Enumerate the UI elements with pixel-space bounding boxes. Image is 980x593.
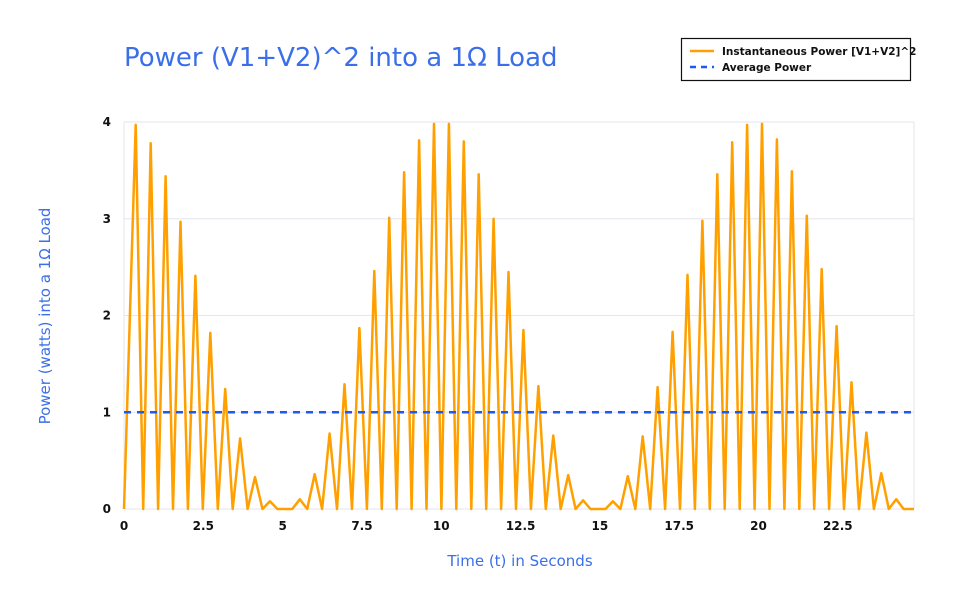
x-tick-label: 2.5 [193,519,214,533]
y-tick-label: 2 [103,309,111,323]
y-tick-label: 4 [103,115,111,129]
series-layer [122,122,914,511]
x-tick-label: 7.5 [351,519,372,533]
x-axis-title: Time (t) in Seconds [446,552,592,570]
legend-label-average: Average Power [722,62,812,74]
y-tick-label: 3 [103,212,111,226]
y-tick-label: 0 [103,502,111,516]
x-tick-label: 22.5 [823,519,853,533]
legend-label-instantaneous: Instantaneous Power [V1+V2]^2 [722,46,916,58]
x-tick-label: 12.5 [506,519,536,533]
legend-box [680,37,912,82]
x-tick-label: 10 [433,519,450,533]
x-tick-label: 15 [592,519,609,533]
y-axis-title: Power (watts) into a 1Ω Load [36,208,54,425]
x-tick-label: 17.5 [664,519,694,533]
x-tick-label: 20 [750,519,767,533]
y-tick-labels: 0 1 2 3 4 [103,115,111,516]
x-tick-label: 5 [278,519,286,533]
instantaneous-power-line [122,122,914,511]
x-tick-labels: 0 2.5 5 7.5 10 12.5 15 17.5 20 22.5 [120,519,853,533]
chart-title: Power (V1+V2)^2 into a 1Ω Load [124,43,558,73]
y-tick-label: 1 [103,405,111,419]
legend: Instantaneous Power [V1+V2]^2 Average Po… [680,37,916,82]
x-tick-label: 0 [120,519,128,533]
